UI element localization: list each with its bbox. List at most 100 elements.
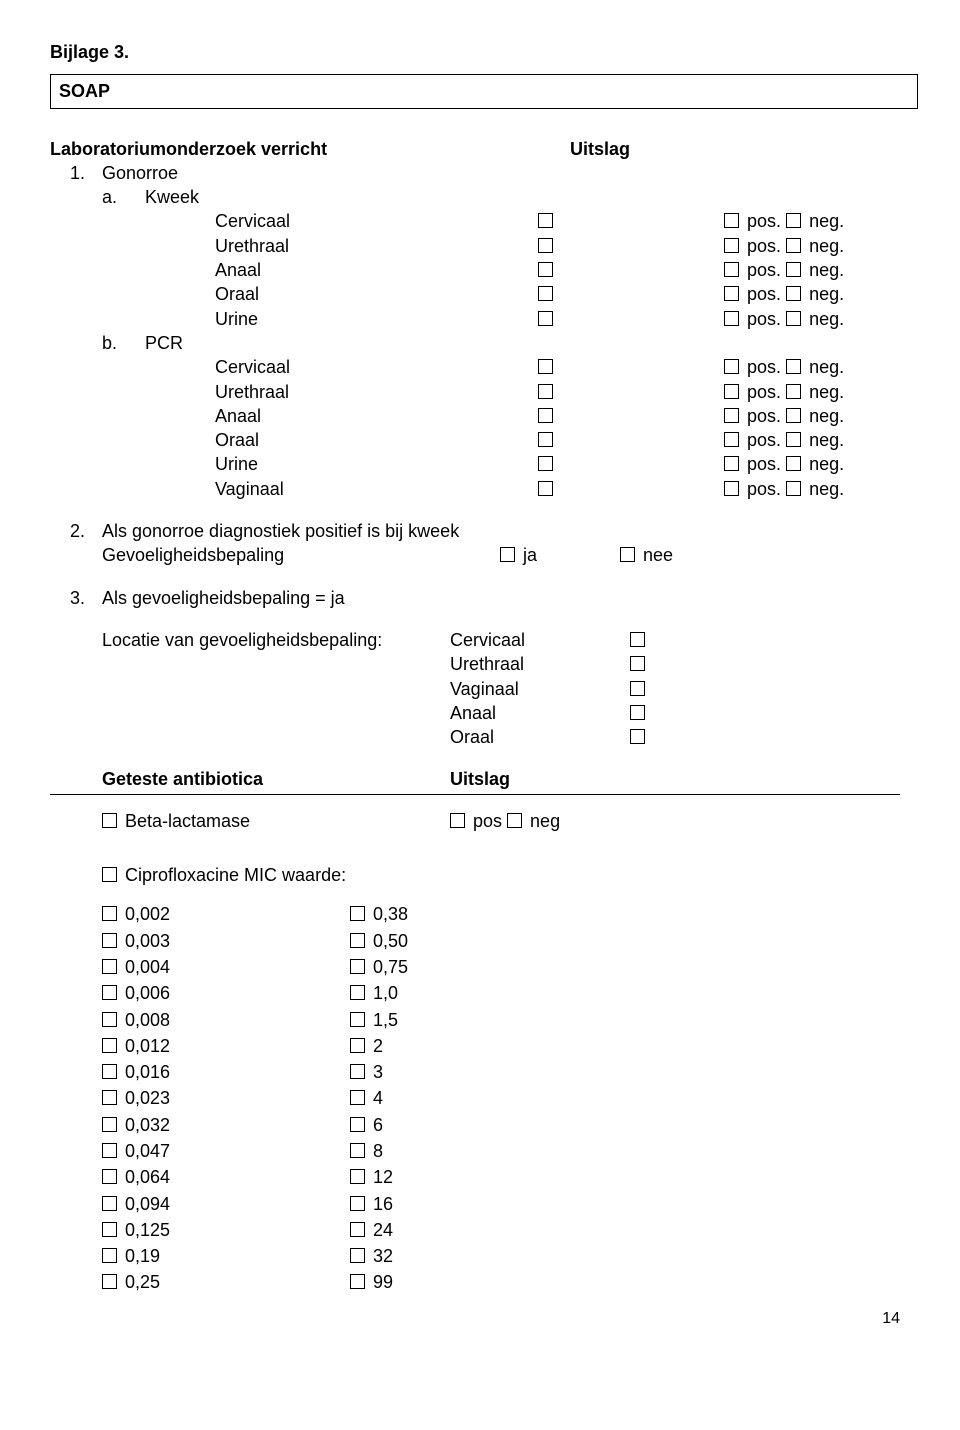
checkbox[interactable] <box>450 813 465 828</box>
checkbox[interactable] <box>507 813 522 828</box>
checkbox[interactable] <box>630 656 645 671</box>
checkbox[interactable] <box>724 456 739 471</box>
checkbox[interactable] <box>350 906 365 921</box>
checkbox[interactable] <box>538 359 553 374</box>
tested-uitslag: Uitslag <box>450 767 650 791</box>
checkbox[interactable] <box>786 286 801 301</box>
checkbox[interactable] <box>724 311 739 326</box>
checkbox[interactable] <box>724 481 739 496</box>
checkbox[interactable] <box>102 1169 117 1184</box>
checkbox[interactable] <box>350 1117 365 1132</box>
neg-label: neg. <box>809 211 844 231</box>
loc-row: Urethraal <box>50 652 910 676</box>
checkbox[interactable] <box>350 1090 365 1105</box>
checkbox[interactable] <box>102 1143 117 1158</box>
checkbox[interactable] <box>786 456 801 471</box>
checkbox[interactable] <box>102 906 117 921</box>
checkbox[interactable] <box>350 1012 365 1027</box>
checkbox[interactable] <box>350 959 365 974</box>
checkbox[interactable] <box>350 985 365 1000</box>
checkbox[interactable] <box>786 359 801 374</box>
mic-val: 0,006 <box>125 983 170 1003</box>
q3-text: Als gevoeligheidsbepaling = ja <box>102 586 345 610</box>
checkbox[interactable] <box>102 1196 117 1211</box>
checkbox[interactable] <box>538 481 553 496</box>
checkbox[interactable] <box>102 985 117 1000</box>
mic-title: Ciprofloxacine MIC waarde: <box>125 865 346 885</box>
checkbox[interactable] <box>102 1012 117 1027</box>
checkbox[interactable] <box>350 1038 365 1053</box>
checkbox[interactable] <box>500 547 515 562</box>
checkbox[interactable] <box>724 384 739 399</box>
checkbox[interactable] <box>102 1248 117 1263</box>
checkbox[interactable] <box>786 238 801 253</box>
checkbox[interactable] <box>350 1064 365 1079</box>
loc-opt: Oraal <box>450 725 630 749</box>
tested-label: Geteste antibiotica <box>50 767 450 791</box>
checkbox[interactable] <box>538 286 553 301</box>
checkbox[interactable] <box>538 456 553 471</box>
checkbox[interactable] <box>102 933 117 948</box>
checkbox[interactable] <box>786 311 801 326</box>
checkbox[interactable] <box>538 238 553 253</box>
checkbox[interactable] <box>538 213 553 228</box>
checkbox[interactable] <box>538 408 553 423</box>
soap-box: SOAP <box>50 74 918 108</box>
checkbox[interactable] <box>786 408 801 423</box>
checkbox[interactable] <box>724 213 739 228</box>
q3-num: 3. <box>50 586 102 610</box>
checkbox[interactable] <box>630 681 645 696</box>
checkbox[interactable] <box>724 238 739 253</box>
site-row: Urine pos. neg. <box>50 307 910 331</box>
checkbox[interactable] <box>350 1196 365 1211</box>
checkbox[interactable] <box>724 359 739 374</box>
checkbox[interactable] <box>350 1143 365 1158</box>
checkbox[interactable] <box>102 1090 117 1105</box>
checkbox[interactable] <box>102 1038 117 1053</box>
q2-line1: 2. Als gonorroe diagnostiek positief is … <box>50 519 910 543</box>
checkbox[interactable] <box>786 432 801 447</box>
tested-head: Geteste antibiotica Uitslag <box>50 767 900 794</box>
mic-val: 0,004 <box>125 957 170 977</box>
loc-opt: Urethraal <box>450 652 630 676</box>
checkbox[interactable] <box>350 933 365 948</box>
checkbox[interactable] <box>786 481 801 496</box>
mic-val: 0,75 <box>373 957 408 977</box>
checkbox[interactable] <box>724 408 739 423</box>
checkbox[interactable] <box>102 959 117 974</box>
checkbox[interactable] <box>350 1248 365 1263</box>
checkbox[interactable] <box>102 1064 117 1079</box>
checkbox[interactable] <box>786 384 801 399</box>
checkbox[interactable] <box>102 1222 117 1237</box>
checkbox[interactable] <box>630 632 645 647</box>
checkbox[interactable] <box>102 813 117 828</box>
checkbox[interactable] <box>786 262 801 277</box>
mic-val: 0,002 <box>125 904 170 924</box>
mic-val: 0,008 <box>125 1010 170 1030</box>
checkbox[interactable] <box>724 286 739 301</box>
checkbox[interactable] <box>538 262 553 277</box>
checkbox[interactable] <box>538 432 553 447</box>
checkbox[interactable] <box>786 213 801 228</box>
checkbox[interactable] <box>630 729 645 744</box>
checkbox[interactable] <box>630 705 645 720</box>
checkbox[interactable] <box>620 547 635 562</box>
checkbox[interactable] <box>724 432 739 447</box>
checkbox[interactable] <box>102 1274 117 1289</box>
checkbox[interactable] <box>350 1222 365 1237</box>
checkbox[interactable] <box>350 1274 365 1289</box>
q2-text2: Gevoeligheidsbepaling <box>50 543 500 567</box>
mic-val: 0,19 <box>125 1246 160 1266</box>
checkbox[interactable] <box>538 384 553 399</box>
mic-val: 0,125 <box>125 1220 170 1240</box>
checkbox[interactable] <box>724 262 739 277</box>
checkbox[interactable] <box>538 311 553 326</box>
mic-col-right: 0,38 0,50 0,75 1,0 1,5 2 3 4 6 8 12 16 2… <box>350 901 600 1295</box>
checkbox[interactable] <box>102 1117 117 1132</box>
checkbox[interactable] <box>102 867 117 882</box>
q1-title: Gonorroe <box>102 161 178 185</box>
checkbox[interactable] <box>350 1169 365 1184</box>
lab-header-row: Laboratoriumonderzoek verricht Uitslag <box>50 137 910 161</box>
site-label: Anaal <box>50 258 538 282</box>
site-row: Anaal pos. neg. <box>50 404 910 428</box>
